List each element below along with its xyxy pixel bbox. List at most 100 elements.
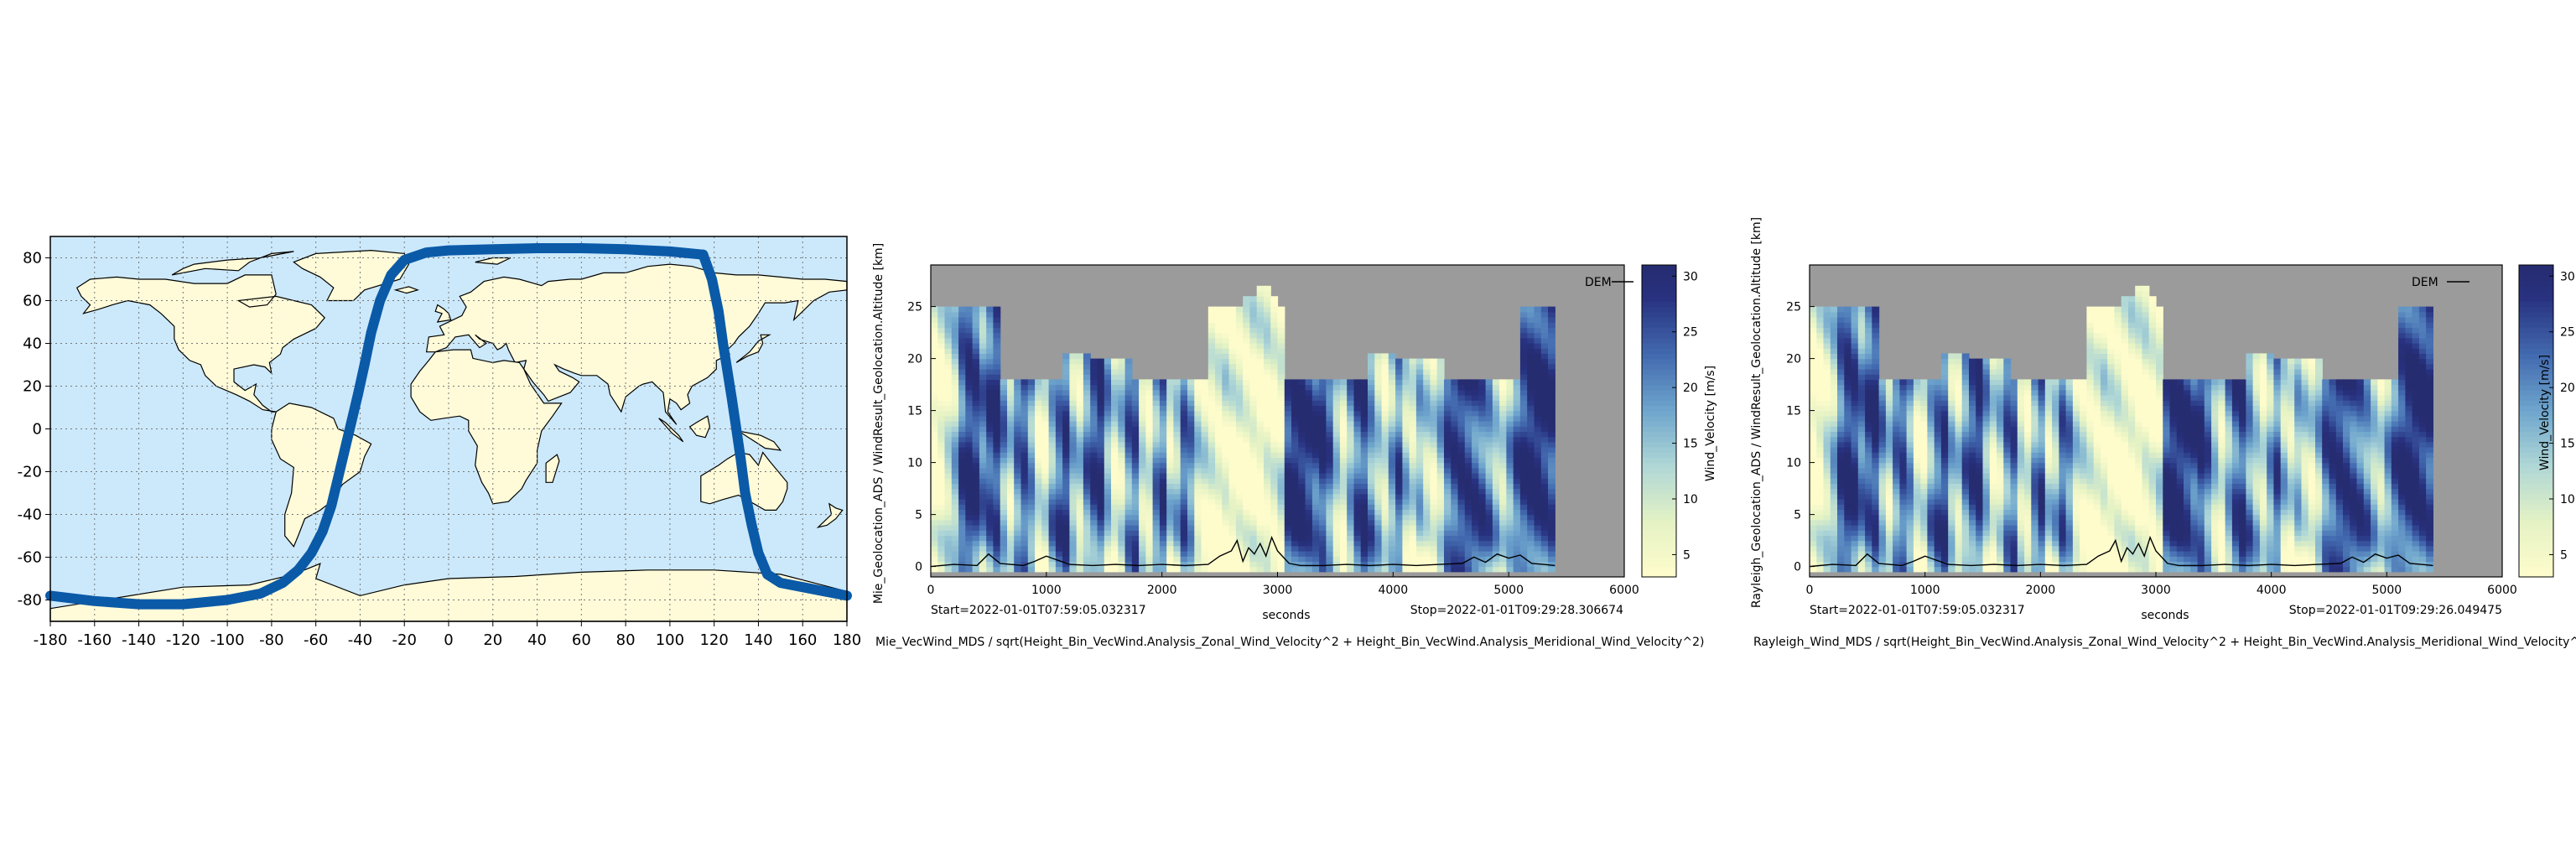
ray-heatmap-cell bbox=[1899, 400, 1907, 406]
mie-heatmap-cell bbox=[1514, 421, 1521, 427]
ray-heatmap-cell bbox=[1831, 530, 1838, 536]
mie-heatmap-cell bbox=[993, 494, 1000, 500]
mie-heatmap-cell bbox=[1285, 525, 1292, 531]
mie-heatmap-cell bbox=[1493, 421, 1500, 427]
ray-heatmap-cell bbox=[1941, 364, 1949, 370]
mie-heatmap-cell bbox=[1111, 359, 1119, 365]
mie-heatmap-cell bbox=[973, 556, 980, 562]
mie-heatmap-cell bbox=[965, 546, 973, 552]
mie-heatmap-cell bbox=[1437, 515, 1445, 521]
ray-heatmap-cell bbox=[1948, 546, 1955, 552]
mie-heatmap-cell bbox=[1382, 395, 1389, 401]
mie-heatmap-cell bbox=[1326, 541, 1333, 547]
ray-heatmap-cell bbox=[1837, 385, 1845, 391]
mie-colorbar-swatch bbox=[1642, 281, 1676, 287]
mie-heatmap-cell bbox=[993, 353, 1000, 359]
mie-heatmap-cell bbox=[1249, 499, 1257, 505]
mie-heatmap-cell bbox=[1472, 411, 1479, 417]
mie-heatmap-cell bbox=[1298, 452, 1306, 458]
ray-heatmap-cell bbox=[1886, 520, 1893, 526]
mie-heatmap-cell bbox=[1173, 556, 1181, 562]
mie-heatmap-cell bbox=[1160, 385, 1167, 391]
mie-heatmap-cell bbox=[1527, 400, 1535, 406]
mie-heatmap-cell bbox=[1423, 395, 1431, 401]
ray-heatmap-cell bbox=[1886, 442, 1893, 448]
mie-heatmap-cell bbox=[1374, 473, 1382, 479]
ray-heatmap-cell bbox=[1893, 541, 1900, 547]
mie-heatmap-cell bbox=[1520, 530, 1528, 536]
mie-heatmap-cell bbox=[1215, 390, 1223, 396]
mie-heatmap-cell bbox=[1111, 494, 1119, 500]
mie-heatmap-cell bbox=[1333, 483, 1341, 489]
mie-heatmap-cell bbox=[931, 338, 938, 344]
mie-heatmap-cell bbox=[1139, 478, 1146, 484]
mie-heatmap-cell bbox=[1382, 541, 1389, 547]
mie-heatmap-cell bbox=[1041, 390, 1049, 396]
ray-heatmap-cell bbox=[1831, 447, 1838, 453]
mie-heatmap-cell bbox=[1430, 379, 1437, 385]
ray-heatmap-cell bbox=[1810, 541, 1817, 547]
mie-heatmap-cell bbox=[1444, 395, 1452, 401]
mie-heatmap-cell bbox=[1527, 437, 1535, 443]
mie-heatmap-cell bbox=[1104, 515, 1112, 521]
map-x-tick-label: -20 bbox=[392, 631, 417, 649]
ray-heatmap-cell bbox=[1886, 515, 1893, 521]
ray-heatmap-cell bbox=[1935, 421, 1942, 427]
mie-heatmap-cell bbox=[1361, 473, 1368, 479]
mie-heatmap-cell bbox=[1041, 379, 1049, 385]
ray-heatmap-cell bbox=[1852, 478, 1859, 484]
mie-heatmap-cell bbox=[1098, 379, 1105, 385]
mie-heatmap-cell bbox=[1340, 520, 1348, 526]
mie-heatmap-cell bbox=[965, 390, 973, 396]
mie-heatmap-cell bbox=[1014, 400, 1021, 406]
mie-heatmap-cell bbox=[1472, 483, 1479, 489]
mie-heatmap-cell bbox=[1472, 478, 1479, 484]
ray-heatmap-cell bbox=[1948, 567, 1955, 573]
mie-heatmap-cell bbox=[1077, 473, 1084, 479]
mie-heatmap-cell bbox=[1374, 515, 1382, 521]
mie-heatmap-cell bbox=[1374, 509, 1382, 515]
ray-heatmap-cell bbox=[1914, 457, 1921, 463]
mie-heatmap-cell bbox=[1021, 421, 1029, 427]
ray-heatmap-cell bbox=[1831, 473, 1838, 479]
mie-heatmap-cell bbox=[993, 567, 1000, 573]
mie-heatmap-cell bbox=[1347, 494, 1354, 500]
mie-heatmap-cell bbox=[1257, 312, 1265, 318]
mie-heatmap-cell bbox=[1382, 473, 1389, 479]
mie-heatmap-cell bbox=[1229, 567, 1237, 573]
mie-heatmap-cell bbox=[1499, 379, 1507, 385]
mie-heatmap-cell bbox=[965, 535, 973, 541]
mie-heatmap-cell bbox=[1548, 385, 1555, 391]
ray-heatmap-cell bbox=[1955, 457, 1963, 463]
mie-heatmap-cell bbox=[1354, 499, 1362, 505]
mie-heatmap-cell bbox=[1527, 327, 1535, 333]
mie-heatmap-cell bbox=[952, 556, 959, 562]
mie-heatmap-cell bbox=[1083, 369, 1091, 375]
ray-heatmap-cell bbox=[1899, 525, 1907, 531]
ray-heatmap-cell bbox=[1886, 525, 1893, 531]
mie-heatmap-cell bbox=[1257, 478, 1265, 484]
mie-heatmap-cell bbox=[986, 395, 994, 401]
mie-heatmap-cell bbox=[1465, 489, 1472, 495]
mie-heatmap-cell bbox=[1499, 426, 1507, 432]
mie-heatmap-cell bbox=[1202, 556, 1209, 562]
mie-heatmap-cell bbox=[1035, 379, 1042, 385]
mie-heatmap-cell bbox=[1535, 411, 1542, 417]
mie-heatmap-cell bbox=[1451, 520, 1458, 526]
mie-heatmap-cell bbox=[979, 400, 987, 406]
mie-heatmap-cell bbox=[979, 322, 987, 328]
mie-heatmap-cell bbox=[1520, 483, 1528, 489]
mie-heatmap-cell bbox=[1410, 546, 1417, 552]
mie-heatmap-cell bbox=[993, 478, 1000, 484]
mie-heatmap-cell bbox=[1368, 504, 1375, 510]
mie-heatmap-cell bbox=[1347, 499, 1354, 505]
mie-heatmap-cell bbox=[1229, 426, 1237, 432]
mie-heatmap-cell bbox=[1410, 452, 1417, 458]
mie-heatmap-cell bbox=[1104, 567, 1112, 573]
mie-heatmap-cell bbox=[945, 400, 953, 406]
mie-heatmap-cell bbox=[1465, 530, 1472, 536]
ray-heatmap-cell bbox=[1844, 541, 1852, 547]
mie-heatmap-cell bbox=[1458, 504, 1466, 510]
mie-heatmap-cell bbox=[1035, 468, 1042, 474]
mie-heatmap-cell bbox=[1326, 447, 1333, 453]
